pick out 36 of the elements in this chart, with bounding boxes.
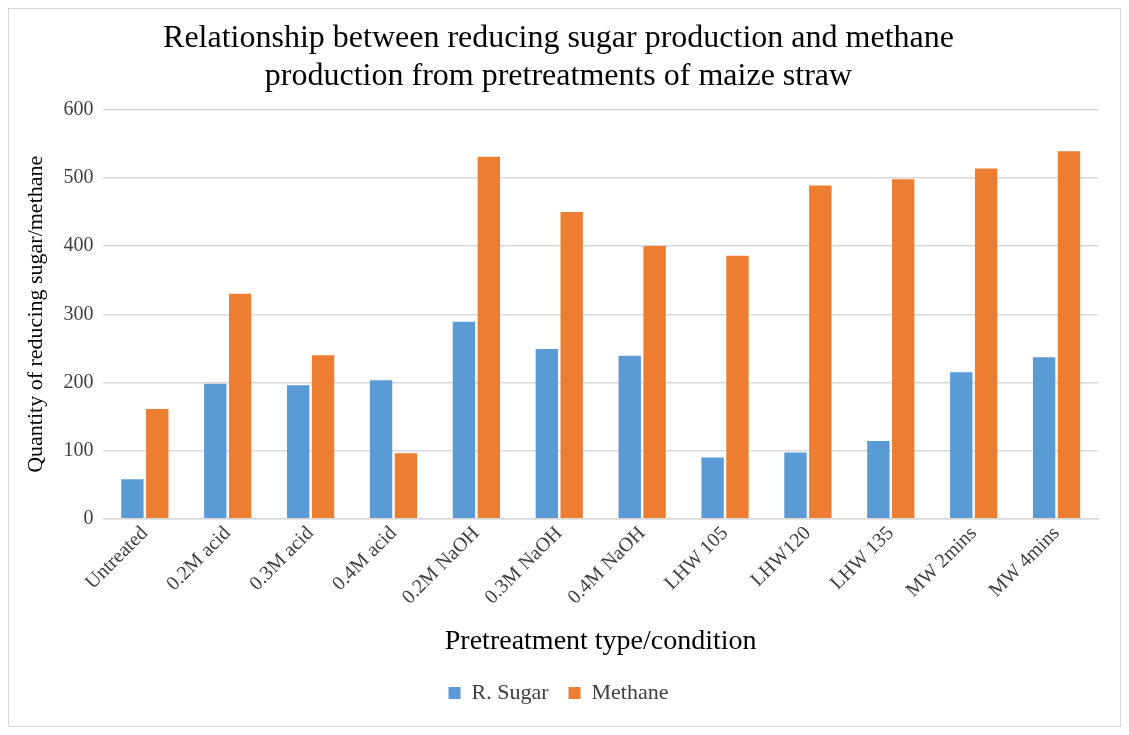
bar [1032, 357, 1056, 518]
bar [701, 457, 724, 518]
y-axis-title: Quantity of reducing sugar/methane [21, 155, 47, 473]
bar [204, 383, 227, 518]
y-tick-label: 400 [63, 233, 94, 256]
bar [784, 452, 807, 518]
chart-title: Relationship between reducing sugar production and methane production from pretreatments of maize straw [163, 17, 954, 93]
bar [394, 453, 418, 518]
bar [892, 179, 915, 518]
bar [121, 479, 144, 518]
legend-label: Methane [591, 678, 669, 704]
x-axis-title: Pretreatment type/condition [444, 623, 757, 655]
y-tick-label: 500 [63, 165, 94, 188]
bar [809, 185, 832, 518]
bar [1057, 151, 1081, 518]
bar [726, 255, 749, 518]
bar [974, 168, 998, 518]
bar [950, 372, 973, 518]
bar [286, 385, 310, 518]
y-tick-label: 0 [83, 505, 94, 528]
bar [867, 441, 890, 518]
bar [618, 355, 641, 518]
bar [477, 156, 500, 518]
bar [146, 409, 169, 518]
bar [228, 293, 252, 518]
bar [452, 321, 476, 518]
bar [643, 246, 666, 518]
legend-label: R. Sugar [471, 678, 550, 704]
y-tick-label: 200 [63, 369, 94, 392]
bar [535, 349, 559, 518]
y-tick-label: 600 [63, 97, 94, 120]
bar [560, 212, 583, 518]
bar [369, 380, 393, 518]
bar [311, 355, 335, 518]
y-tick-label: 300 [63, 301, 94, 324]
y-tick-label: 100 [63, 437, 94, 460]
